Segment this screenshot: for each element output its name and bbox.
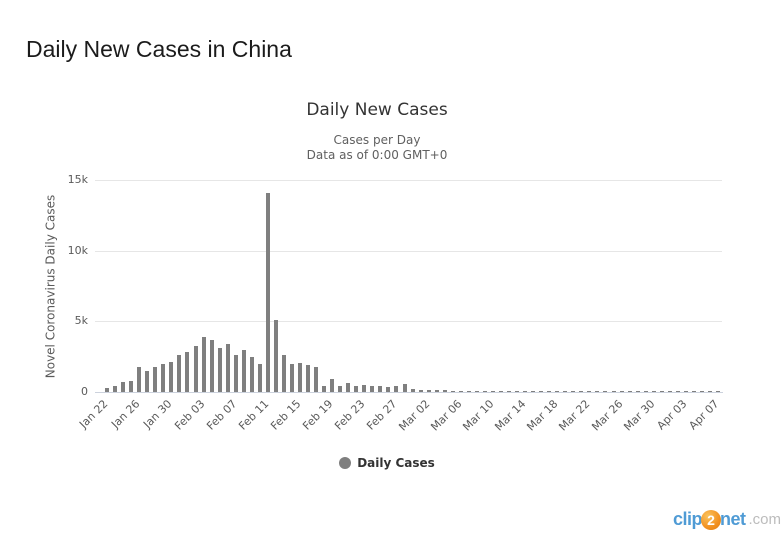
- chart-bar-feb-02[interactable]: [185, 352, 190, 392]
- chart-bar-mar-16[interactable]: [531, 391, 536, 392]
- chart-bar-feb-17[interactable]: [306, 365, 310, 392]
- chart-bar-mar-11[interactable]: [490, 391, 495, 392]
- chart-bar-feb-21[interactable]: [338, 386, 343, 392]
- chart-bar-mar-08[interactable]: [466, 391, 471, 392]
- chart-bar-mar-01[interactable]: [410, 389, 415, 392]
- chart-bar-feb-16[interactable]: [298, 363, 302, 392]
- chart-bar-jan-31[interactable]: [169, 362, 174, 392]
- y-tick-label: 5k: [74, 314, 88, 327]
- chart-bar-feb-03[interactable]: [193, 346, 198, 392]
- plot-area: [95, 180, 722, 392]
- chart-bar-feb-25[interactable]: [370, 386, 375, 392]
- y-tick-label: 15k: [67, 173, 88, 186]
- chart-bar-mar-21[interactable]: [571, 391, 576, 392]
- chart-bar-mar-06[interactable]: [450, 391, 455, 392]
- chart-bar-mar-09[interactable]: [474, 391, 479, 392]
- chart-bar-feb-14[interactable]: [281, 355, 286, 392]
- chart-bar-mar-18[interactable]: [547, 391, 552, 392]
- gridline: [95, 180, 722, 181]
- chart-bar-mar-15[interactable]: [523, 391, 528, 392]
- legend-label: Daily Cases: [357, 456, 435, 470]
- chart-bar-feb-19[interactable]: [322, 386, 327, 392]
- chart-bar-feb-27[interactable]: [386, 387, 391, 392]
- chart-bar-feb-11[interactable]: [257, 364, 262, 392]
- chart-bar-mar-03[interactable]: [426, 390, 431, 392]
- chart-bar-feb-20[interactable]: [330, 379, 335, 392]
- chart-bar-apr-02[interactable]: [667, 391, 672, 392]
- chart-bar-apr-04[interactable]: [683, 391, 688, 392]
- chart-bar-apr-06[interactable]: [699, 391, 704, 392]
- chart-bar-mar-13[interactable]: [507, 391, 511, 392]
- chart-bar-feb-01[interactable]: [177, 355, 182, 392]
- chart-bar-feb-09[interactable]: [241, 350, 246, 392]
- chart-bar-feb-18[interactable]: [314, 367, 319, 392]
- watermark-com-text: .com: [748, 511, 782, 528]
- gridline: [95, 321, 722, 322]
- chart-bar-feb-05[interactable]: [209, 340, 214, 392]
- x-axis-line: [95, 392, 723, 393]
- clip2net-watermark[interactable]: clip 2 net .com: [673, 509, 781, 530]
- chart-bar-mar-27[interactable]: [619, 391, 624, 392]
- chart-bar-apr-07[interactable]: [707, 391, 712, 392]
- chart-bar-mar-22[interactable]: [579, 391, 584, 392]
- chart-bar-jan-29[interactable]: [153, 367, 158, 392]
- chart-bar-mar-26[interactable]: [611, 391, 616, 392]
- page-title: Daily New Cases in China: [26, 36, 292, 62]
- chart-bar-feb-24[interactable]: [362, 385, 367, 392]
- chart-subtitle-line1: Cases per Day: [333, 133, 421, 147]
- chart-bar-mar-20[interactable]: [563, 391, 568, 392]
- chart-bar-mar-31[interactable]: [651, 391, 656, 392]
- chart-bar-feb-10[interactable]: [249, 357, 254, 392]
- chart-bar-feb-13[interactable]: [273, 320, 278, 392]
- chart-bar-feb-29[interactable]: [402, 384, 407, 392]
- chart-bar-jan-23[interactable]: [105, 388, 110, 392]
- chart-bar-feb-04[interactable]: [201, 337, 206, 392]
- y-tick-label: 0: [81, 385, 88, 398]
- chart-bar-mar-14[interactable]: [515, 391, 519, 392]
- legend-marker-icon: [339, 457, 352, 469]
- chart-bar-mar-24[interactable]: [595, 391, 600, 392]
- chart-bar-feb-22[interactable]: [346, 383, 351, 392]
- legend-item-daily-cases[interactable]: Daily Cases: [10, 455, 764, 471]
- chart-bar-mar-17[interactable]: [539, 391, 544, 392]
- chart-bar-feb-23[interactable]: [354, 386, 359, 392]
- chart-bar-mar-05[interactable]: [442, 390, 447, 392]
- watermark-clip-text: clip: [673, 509, 703, 529]
- chart-bar-mar-04[interactable]: [434, 390, 439, 392]
- chart-bar-mar-10[interactable]: [482, 391, 487, 392]
- chart-bar-mar-19[interactable]: [555, 391, 560, 392]
- y-tick-label: 10k: [67, 244, 88, 257]
- chart-bar-jan-25[interactable]: [121, 382, 126, 392]
- chart-bar-feb-08[interactable]: [233, 355, 238, 392]
- chart-title: Daily New Cases: [306, 100, 448, 120]
- chart-bar-jan-26[interactable]: [129, 381, 134, 392]
- chart-bar-jan-24[interactable]: [113, 386, 118, 392]
- chart-bar-jan-28[interactable]: [145, 371, 150, 392]
- chart-bar-apr-03[interactable]: [675, 391, 680, 392]
- chart-bar-feb-28[interactable]: [394, 386, 399, 392]
- chart-bar-feb-06[interactable]: [217, 348, 222, 392]
- chart-bar-feb-12[interactable]: [265, 193, 270, 392]
- chart-bar-apr-05[interactable]: [691, 391, 696, 392]
- gridline: [95, 251, 722, 252]
- y-axis-title: Novel Coronavirus Daily Cases: [43, 194, 58, 379]
- chart-bar-jan-27[interactable]: [137, 367, 142, 392]
- chart-bar-mar-23[interactable]: [587, 391, 592, 392]
- chart-bar-jan-30[interactable]: [161, 364, 166, 392]
- watermark-net-text: net: [720, 509, 746, 529]
- chart-bar-feb-26[interactable]: [378, 386, 383, 392]
- clip2net-logo-icon: 2: [701, 509, 722, 530]
- chart-subtitle-line2: Data as of 0:00 GMT+0: [306, 148, 448, 162]
- chart-bar-apr-08[interactable]: [716, 391, 720, 392]
- chart-bar-mar-25[interactable]: [603, 391, 608, 392]
- chart-bar-mar-02[interactable]: [418, 390, 423, 392]
- chart-bar-feb-07[interactable]: [225, 344, 230, 392]
- chart-bar-mar-12[interactable]: [498, 391, 503, 392]
- chart-bar-feb-15[interactable]: [289, 364, 294, 392]
- chart-bar-mar-29[interactable]: [635, 391, 640, 392]
- chart-bar-mar-07[interactable]: [458, 391, 463, 392]
- chart-bar-mar-30[interactable]: [643, 391, 648, 392]
- chart-bar-mar-28[interactable]: [627, 391, 632, 392]
- chart-bar-apr-01[interactable]: [659, 391, 664, 392]
